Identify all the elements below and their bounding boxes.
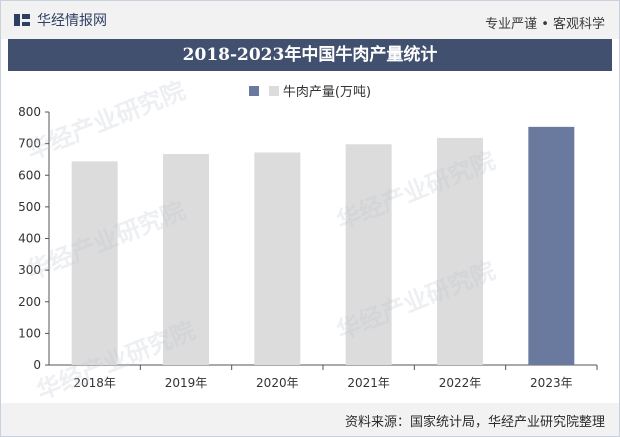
y-tick-label: 0 (33, 358, 41, 372)
y-tick-label: 700 (18, 137, 41, 151)
legend-swatch-highlight (248, 85, 259, 96)
legend-label: 牛肉产量(万吨) (282, 85, 372, 100)
x-tick-label: 2023年 (530, 376, 573, 390)
bar (254, 152, 301, 365)
bar (528, 126, 575, 366)
y-tick-label: 800 (18, 105, 41, 119)
legend-swatch-default (268, 85, 279, 96)
source-note: 资料来源：国家统计局，华经产业研究院整理 (344, 415, 605, 430)
y-tick-label: 300 (18, 263, 41, 277)
y-tick-label: 500 (18, 200, 41, 214)
motto: 专业严谨 • 客观科学 (485, 17, 605, 32)
y-tick-label: 400 (18, 232, 41, 246)
bar (345, 144, 392, 365)
brand-name: 华经情报网 (37, 13, 107, 29)
y-tick-label: 200 (18, 295, 41, 309)
y-tick-label: 600 (18, 168, 41, 182)
x-tick-label: 2022年 (439, 376, 482, 390)
x-tick-label: 2019年 (165, 376, 208, 390)
brand[interactable]: 华经情报网 (13, 11, 107, 29)
footer-bar: 资料来源：国家统计局，华经产业研究院整理 (1, 403, 619, 436)
header-bar: 华经情报网 专业严谨 • 客观科学 (1, 1, 619, 39)
x-tick-label: 2020年 (256, 376, 299, 390)
x-tick-label: 2018年 (73, 376, 116, 390)
legend: 牛肉产量(万吨) (1, 81, 619, 100)
y-tick-label: 100 (18, 326, 41, 340)
bar (163, 154, 209, 365)
bar (437, 137, 483, 365)
brand-logo-icon (14, 14, 30, 26)
bar (71, 161, 118, 365)
chart-title: 2018-2023年中国牛肉产量统计 (8, 39, 612, 71)
x-tick-label: 2021年 (347, 376, 390, 390)
